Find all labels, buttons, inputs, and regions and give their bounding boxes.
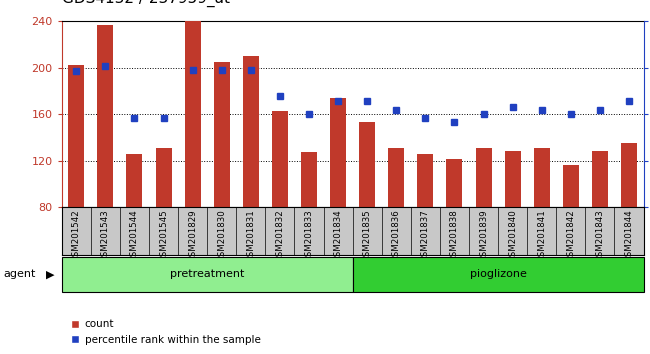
Bar — [592, 152, 608, 207]
Text: agent: agent — [3, 269, 36, 279]
Text: GSM201829: GSM201829 — [188, 210, 197, 262]
Text: pioglizone: pioglizone — [470, 269, 526, 279]
Text: GSM201836: GSM201836 — [392, 210, 401, 262]
Bar — [534, 148, 550, 207]
Bar — [621, 143, 637, 207]
Text: GSM201838: GSM201838 — [450, 210, 459, 262]
Bar — [352, 257, 644, 292]
Text: GSM201844: GSM201844 — [625, 210, 634, 262]
Bar — [62, 257, 352, 292]
Text: GSM201833: GSM201833 — [304, 210, 313, 262]
Text: GSM201834: GSM201834 — [333, 210, 343, 262]
Text: GSM201835: GSM201835 — [363, 210, 372, 262]
Text: GSM201839: GSM201839 — [479, 210, 488, 262]
Text: GSM201544: GSM201544 — [130, 210, 139, 262]
Text: GSM201843: GSM201843 — [595, 210, 604, 262]
Legend: count, percentile rank within the sample: count, percentile rank within the sample — [67, 315, 265, 349]
Text: GSM201831: GSM201831 — [246, 210, 255, 262]
Bar — [272, 111, 288, 207]
Text: GSM201841: GSM201841 — [537, 210, 546, 262]
Text: GSM201842: GSM201842 — [566, 210, 575, 262]
Text: GSM201543: GSM201543 — [101, 210, 110, 262]
Bar — [330, 98, 346, 207]
Text: GSM201832: GSM201832 — [276, 210, 285, 262]
Bar — [417, 154, 434, 207]
Text: GSM201840: GSM201840 — [508, 210, 517, 262]
Bar — [214, 62, 229, 207]
Bar — [127, 154, 142, 207]
Bar — [155, 148, 172, 207]
Text: ▶: ▶ — [46, 269, 54, 279]
Bar — [243, 56, 259, 207]
Bar — [563, 165, 578, 207]
Text: pretreatment: pretreatment — [170, 269, 244, 279]
Bar — [504, 152, 521, 207]
Text: GSM201542: GSM201542 — [72, 210, 81, 262]
Text: GDS4132 / 237959_at: GDS4132 / 237959_at — [62, 0, 229, 7]
Bar — [98, 25, 113, 207]
Bar — [68, 65, 84, 207]
Bar — [301, 153, 317, 207]
Text: GSM201545: GSM201545 — [159, 210, 168, 262]
Bar — [185, 21, 201, 207]
Bar — [476, 148, 491, 207]
Text: GSM201830: GSM201830 — [217, 210, 226, 262]
Bar — [388, 148, 404, 207]
Text: GSM201837: GSM201837 — [421, 210, 430, 262]
Bar — [447, 159, 462, 207]
Bar — [359, 122, 375, 207]
